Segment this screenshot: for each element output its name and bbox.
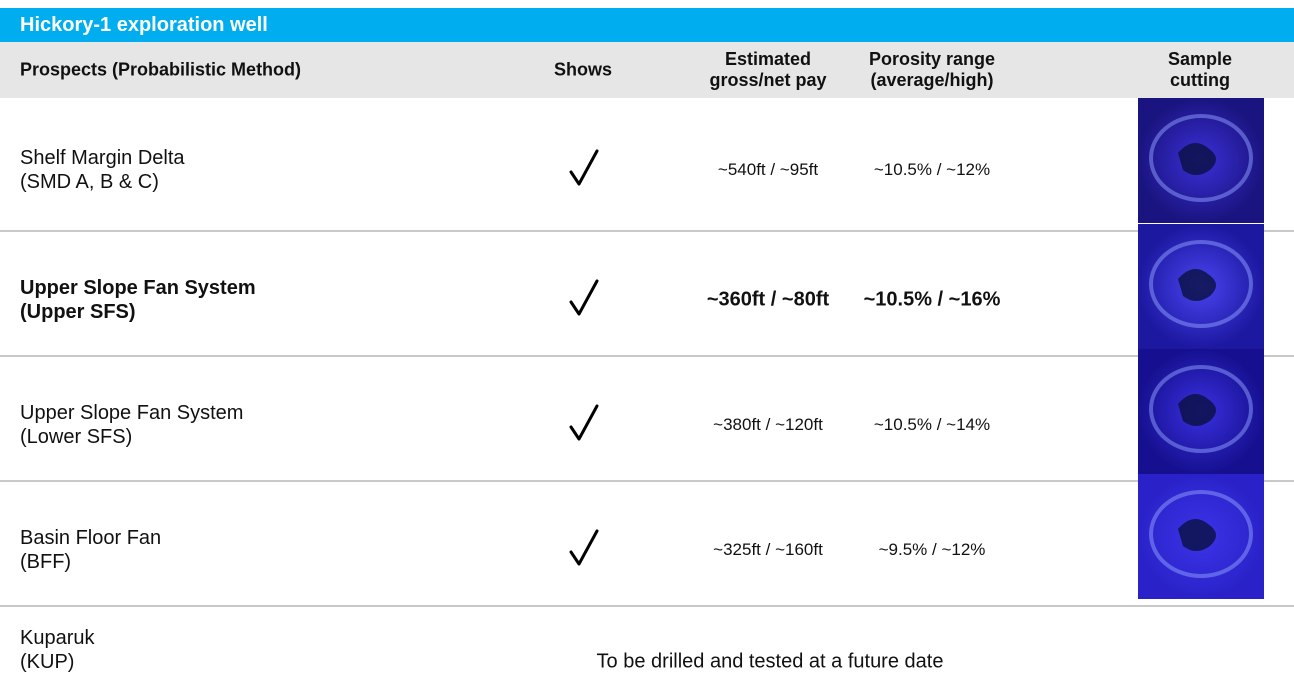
porosity-cell: ~10.5% / ~12% [874, 160, 990, 180]
cutting-photo [1138, 474, 1264, 599]
check-icon [568, 403, 600, 443]
sample-image [1138, 224, 1264, 342]
pay-cell: ~360ft / ~80ft [707, 288, 829, 311]
column-header: Prospects (Probabilistic Method) [20, 60, 301, 81]
prospect-line: (KUP) [20, 650, 95, 674]
pay-cell: ~380ft / ~120ft [713, 415, 823, 435]
cutting-photo [1138, 349, 1264, 474]
prospect-line: (BFF) [20, 550, 161, 574]
checkmark [568, 278, 600, 318]
prospect-line: Upper Slope Fan System [20, 401, 243, 425]
prospect-line: Upper Slope Fan System [20, 276, 256, 300]
porosity-cell: ~10.5% / ~16% [864, 288, 1001, 311]
page: Hickory-1 exploration well (() => { cons… [0, 0, 1294, 693]
cutting-photo [1138, 224, 1264, 349]
checkmark [568, 528, 600, 568]
row-separator [0, 230, 1294, 232]
row-separator [0, 605, 1294, 607]
prospect-cell: Upper Slope Fan System(Upper SFS) [20, 276, 256, 324]
prospect-line: (SMD A, B & C) [20, 170, 185, 194]
sample-image [1138, 98, 1264, 216]
pay-cell: ~540ft / ~95ft [718, 160, 818, 180]
header-line: Estimated [709, 49, 826, 70]
check-icon [568, 148, 600, 188]
header-line: Shows [554, 60, 612, 81]
note: To be drilled and tested at a future dat… [597, 651, 944, 674]
prospect-cell: Kuparuk(KUP) [20, 626, 95, 674]
prospect-line: Basin Floor Fan [20, 526, 161, 550]
prospect-cell: Upper Slope Fan System(Lower SFS) [20, 401, 243, 449]
column-header: Sample cutting [1153, 49, 1247, 91]
checkmark [568, 148, 600, 188]
check-icon [568, 278, 600, 318]
header-line: Sample cutting [1153, 49, 1247, 91]
prospect-line: Kuparuk [20, 626, 95, 650]
prospect-line: (Upper SFS) [20, 300, 256, 324]
check-icon [568, 528, 600, 568]
header-line: Prospects (Probabilistic Method) [20, 60, 301, 81]
porosity-cell: ~10.5% / ~14% [874, 415, 990, 435]
column-header: Shows [554, 60, 612, 81]
prospect-line: (Lower SFS) [20, 425, 243, 449]
prospect-cell: Shelf Margin Delta(SMD A, B & C) [20, 146, 185, 194]
header-line: (average/high) [869, 70, 995, 91]
header-line: Porosity range [869, 49, 995, 70]
sample-image [1138, 349, 1264, 467]
row-separator [0, 480, 1294, 482]
sample-image [1138, 474, 1264, 599]
table-title: Hickory-1 exploration well [0, 8, 1294, 42]
column-header: Porosity range(average/high) [869, 49, 995, 91]
prospect-cell: Basin Floor Fan(BFF) [20, 526, 161, 574]
pay-cell: ~325ft / ~160ft [713, 540, 823, 560]
porosity-cell: ~9.5% / ~12% [879, 540, 986, 560]
cutting-photo [1138, 98, 1264, 223]
prospect-line: Shelf Margin Delta [20, 146, 185, 170]
header-line: gross/net pay [709, 70, 826, 91]
checkmark [568, 403, 600, 443]
row-separator [0, 355, 1294, 357]
